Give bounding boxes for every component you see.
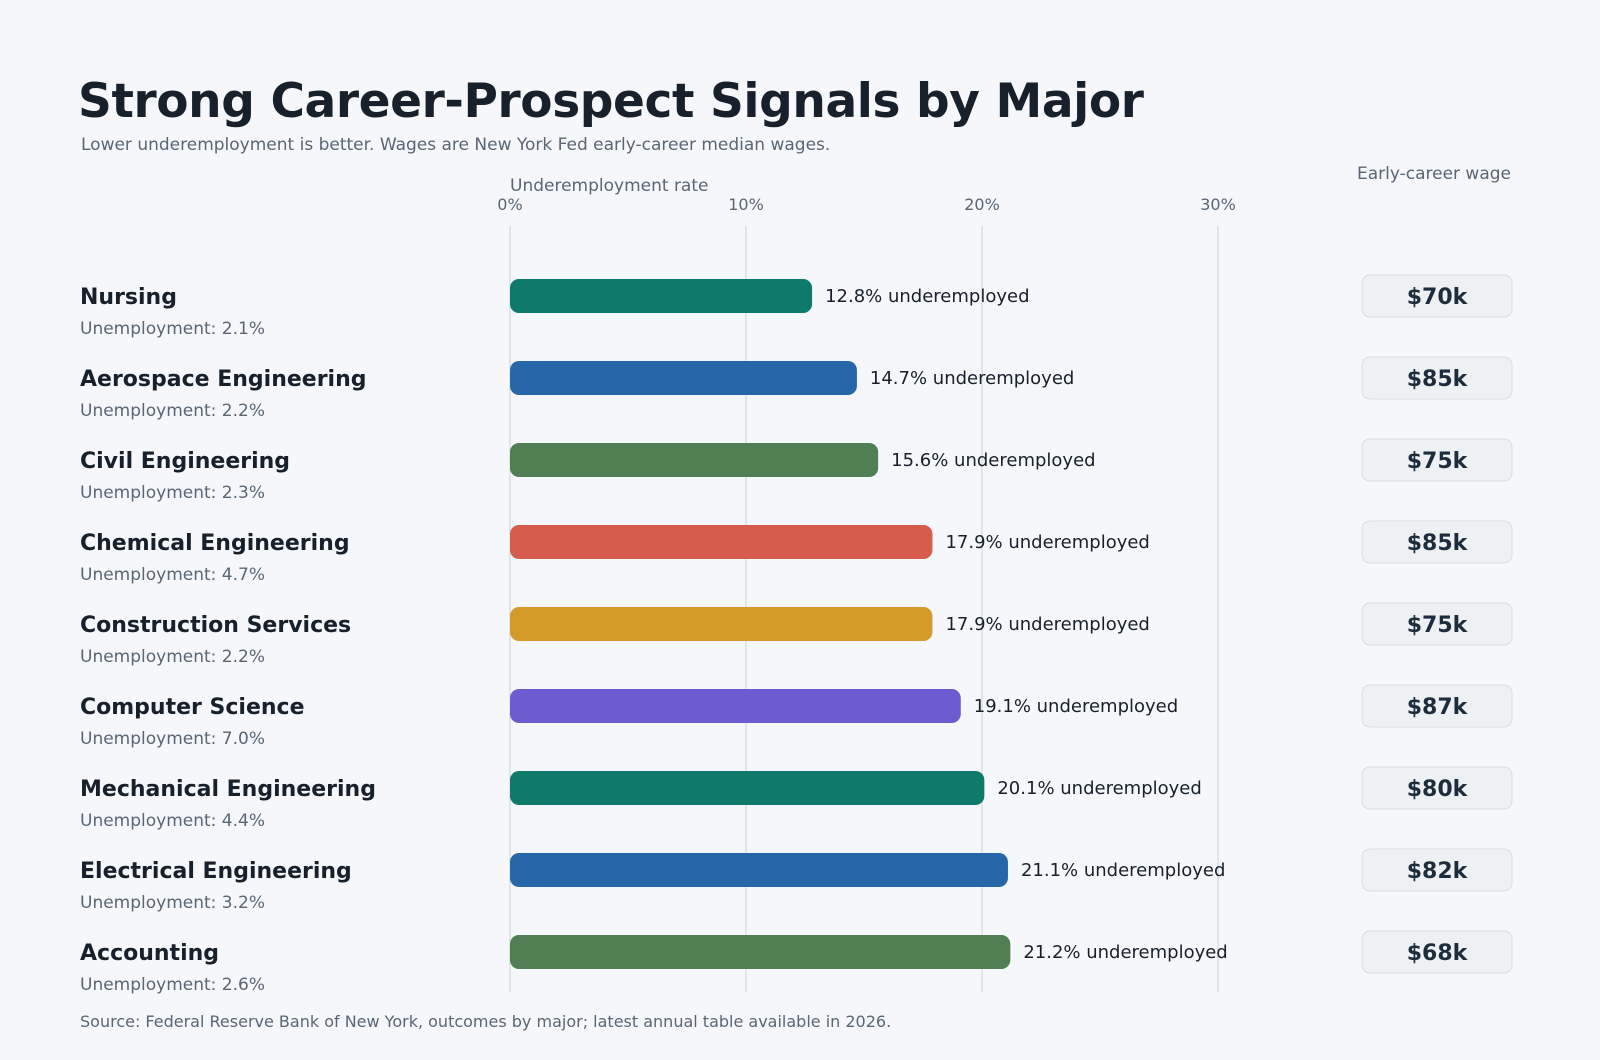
wage-badge: [1361, 602, 1513, 646]
bar-value-label: 17.9% underemployed: [945, 614, 1149, 635]
bar: [510, 935, 1011, 969]
major-name: Mechanical Engineering: [80, 777, 376, 802]
bar: [510, 525, 933, 559]
major-name: Aerospace Engineering: [80, 367, 367, 392]
wage-value: $85k: [1407, 531, 1469, 556]
wage-value: $75k: [1407, 613, 1469, 638]
bar-value-label: 20.1% underemployed: [997, 778, 1201, 799]
wage-value: $82k: [1407, 859, 1469, 884]
source-note: Source: Federal Reserve Bank of New York…: [80, 1012, 892, 1031]
wage-badge: [1361, 930, 1513, 974]
x-tick-label: 20%: [964, 195, 1000, 214]
major-name: Civil Engineering: [80, 449, 290, 474]
bar-value-label: 19.1% underemployed: [974, 696, 1178, 717]
unemployment-label: Unemployment: 2.6%: [80, 975, 265, 995]
wage-value: $70k: [1407, 285, 1469, 310]
x-tick-label: 0%: [497, 195, 522, 214]
bar: [510, 361, 857, 395]
unemployment-label: Unemployment: 2.2%: [80, 401, 265, 421]
x-tick-label: 10%: [728, 195, 764, 214]
major-name: Electrical Engineering: [80, 859, 352, 884]
major-name: Construction Services: [80, 613, 351, 638]
wage-badge: [1361, 848, 1513, 892]
wage-badge: [1361, 684, 1513, 728]
bar-value-label: 15.6% underemployed: [891, 450, 1095, 471]
wage-badge: [1361, 520, 1513, 564]
bar: [510, 853, 1008, 887]
x-tick-label: 30%: [1200, 195, 1236, 214]
unemployment-label: Unemployment: 2.3%: [80, 483, 265, 503]
wage-value: $68k: [1407, 941, 1469, 966]
bar: [510, 607, 933, 641]
bar-value-label: 12.8% underemployed: [825, 286, 1029, 307]
wage-badge: [1361, 274, 1513, 318]
wage-badge: [1361, 438, 1513, 482]
wage-value: $87k: [1407, 695, 1469, 720]
bar-value-label: 17.9% underemployed: [945, 532, 1149, 553]
bar: [510, 279, 813, 313]
bar-value-label: 14.7% underemployed: [870, 368, 1074, 389]
wage-value: $80k: [1407, 777, 1469, 802]
page-subtitle: Lower underemployment is better. Wages a…: [81, 135, 831, 155]
unemployment-label: Unemployment: 7.0%: [80, 729, 265, 749]
bar: [510, 443, 879, 477]
wage-value: $75k: [1407, 449, 1469, 474]
unemployment-label: Unemployment: 2.2%: [80, 647, 265, 667]
unemployment-label: Unemployment: 4.4%: [80, 811, 265, 831]
bar: [510, 771, 985, 805]
bar-value-label: 21.1% underemployed: [1021, 860, 1225, 881]
major-name: Computer Science: [80, 695, 305, 720]
wage-badge: [1361, 766, 1513, 810]
major-name: Accounting: [80, 941, 219, 966]
wage-badge: [1361, 356, 1513, 400]
wage-column-header: Early-career wage: [1356, 164, 1511, 184]
unemployment-label: Unemployment: 4.7%: [80, 565, 265, 585]
page-title: Strong Career-Prospect Signals by Major: [78, 74, 1144, 129]
major-name: Chemical Engineering: [80, 531, 350, 556]
wage-value: $85k: [1407, 367, 1469, 392]
major-name: Nursing: [80, 285, 177, 310]
unemployment-label: Unemployment: 3.2%: [80, 893, 265, 913]
bar-value-label: 21.2% underemployed: [1023, 942, 1227, 963]
x-axis-title: Underemployment rate: [510, 176, 709, 196]
unemployment-label: Unemployment: 2.1%: [80, 319, 265, 339]
bar: [510, 689, 961, 723]
